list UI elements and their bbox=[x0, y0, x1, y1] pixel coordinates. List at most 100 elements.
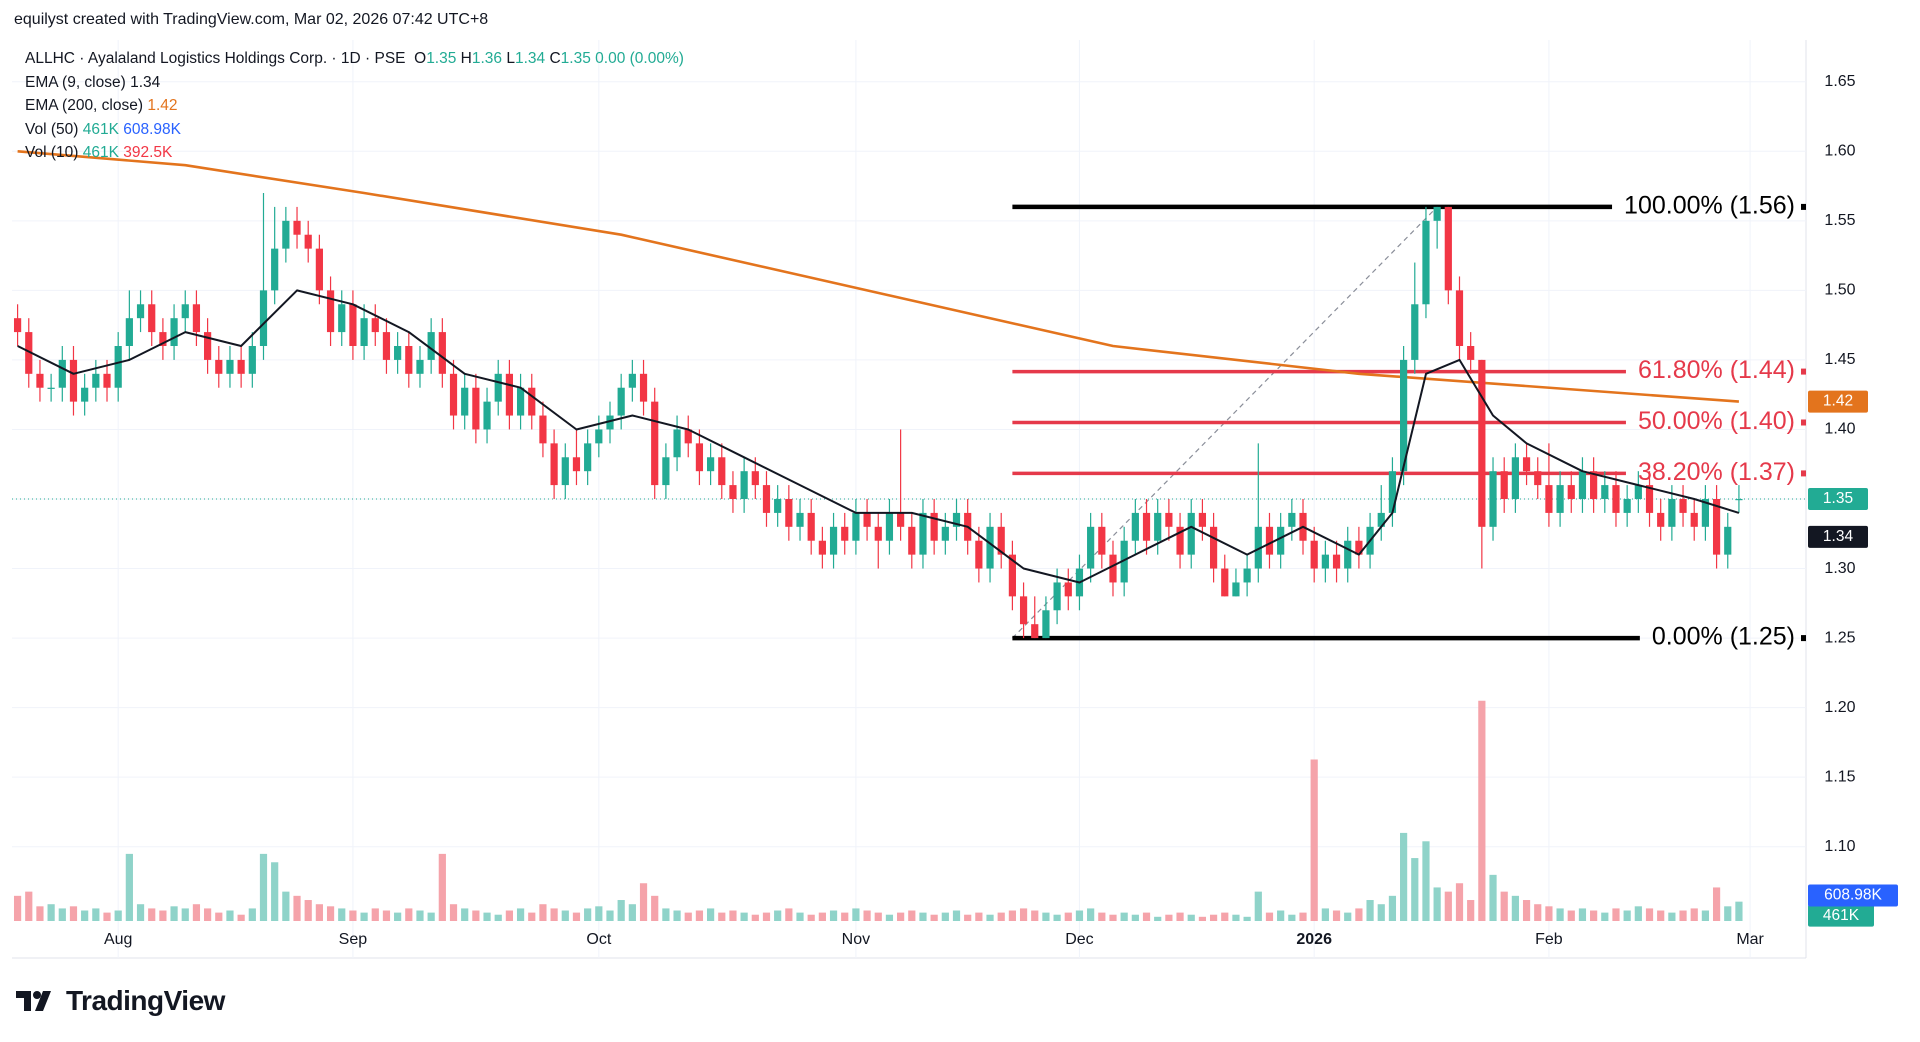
ema9-price-box-label: 1.34 bbox=[1823, 528, 1854, 545]
volume-bar bbox=[1444, 891, 1452, 921]
volume-bar bbox=[662, 908, 670, 921]
candle-body bbox=[1500, 471, 1508, 499]
candle-body bbox=[841, 526, 849, 541]
candle-body bbox=[1377, 512, 1385, 527]
y-tick-label: 1.50 bbox=[1824, 282, 1855, 299]
candle-body bbox=[416, 359, 424, 374]
candle-body bbox=[282, 220, 290, 249]
candle-body bbox=[1556, 485, 1564, 513]
volume-bar bbox=[964, 914, 972, 921]
candle-body bbox=[248, 346, 256, 374]
volume-bar bbox=[13, 895, 22, 921]
volume-bar bbox=[438, 853, 446, 921]
volume-bar bbox=[1556, 908, 1564, 921]
volume-bar bbox=[103, 912, 111, 921]
x-tick-label: Nov bbox=[842, 931, 870, 948]
volume-bar bbox=[1232, 914, 1240, 921]
volume-bar bbox=[237, 914, 245, 921]
candle-body bbox=[651, 401, 659, 486]
candle-body bbox=[494, 373, 502, 402]
volume-bar bbox=[829, 910, 838, 921]
candle-body bbox=[204, 332, 212, 360]
candle-body bbox=[1601, 485, 1609, 499]
volume-bar bbox=[1277, 910, 1285, 921]
fib-level-handle bbox=[1801, 419, 1806, 426]
candle-body bbox=[908, 526, 916, 555]
legend-quote: ALLHC · Ayalaland Logistics Holdings Cor… bbox=[25, 47, 684, 71]
candle-body bbox=[1310, 540, 1318, 569]
candle-body bbox=[394, 346, 402, 360]
y-tick-label: 1.40 bbox=[1824, 421, 1855, 438]
volume-bar bbox=[628, 904, 636, 921]
candle-body bbox=[684, 429, 692, 444]
x-tick-label: Aug bbox=[104, 931, 132, 948]
open-label: O bbox=[414, 50, 427, 67]
volume-bar bbox=[639, 883, 648, 921]
indicator-value: 461K bbox=[82, 144, 119, 162]
candle-body bbox=[997, 526, 1005, 555]
volume-bar bbox=[114, 910, 122, 921]
candle-body bbox=[897, 512, 905, 527]
volume-bar bbox=[25, 891, 33, 921]
candle-body bbox=[449, 373, 458, 416]
candle-body bbox=[58, 359, 66, 388]
candle-body bbox=[170, 318, 178, 346]
volume-bar bbox=[427, 912, 435, 921]
candle-body bbox=[438, 332, 446, 374]
indicator-name: EMA (9, close) bbox=[25, 73, 126, 91]
volume-bar bbox=[170, 906, 178, 921]
candle-body bbox=[606, 415, 614, 430]
candle-body bbox=[293, 220, 301, 235]
candle-body bbox=[360, 318, 368, 346]
x-tick-label: Dec bbox=[1065, 931, 1093, 948]
candle-body bbox=[1187, 512, 1195, 555]
candle-body bbox=[1221, 568, 1229, 597]
y-tick-label: 1.30 bbox=[1824, 560, 1855, 577]
candle-body bbox=[1411, 304, 1419, 360]
volume-bar bbox=[1265, 912, 1274, 921]
volume-bar bbox=[282, 891, 290, 921]
volume-bar bbox=[304, 900, 312, 921]
volume-bar bbox=[1690, 908, 1698, 921]
volume-bar bbox=[226, 910, 234, 921]
volume-bar bbox=[785, 908, 793, 921]
volume-bar bbox=[930, 914, 938, 921]
legend: ALLHC · Ayalaland Logistics Holdings Cor… bbox=[25, 47, 684, 165]
volume-bar bbox=[1455, 883, 1464, 921]
volume-bar bbox=[1701, 910, 1710, 921]
volume-box bbox=[1808, 904, 1874, 927]
volume-bar bbox=[952, 910, 961, 921]
candle-body bbox=[215, 359, 223, 374]
legend-vol10: Vol (10) 461K 392.5K bbox=[25, 141, 684, 165]
candle-body bbox=[159, 332, 167, 346]
candle-body bbox=[1612, 485, 1620, 513]
candle-body bbox=[941, 526, 949, 541]
volume-bar bbox=[1064, 912, 1072, 921]
candle-body bbox=[1265, 526, 1274, 555]
candle-body bbox=[762, 485, 771, 513]
symbol-title: ALLHC · Ayalaland Logistics Holdings Cor… bbox=[25, 50, 406, 67]
candle-body bbox=[1019, 596, 1028, 625]
volume-bar bbox=[684, 912, 692, 921]
last-price-box-label: 1.35 bbox=[1823, 490, 1853, 507]
volume-bar bbox=[349, 910, 357, 921]
indicator-name: Vol (50) bbox=[25, 120, 79, 138]
y-tick-label: 1.65 bbox=[1824, 73, 1855, 90]
candle-body bbox=[349, 304, 357, 346]
candle-body bbox=[483, 401, 491, 430]
brand-name: TradingView bbox=[66, 985, 225, 1016]
volume-bar bbox=[1221, 912, 1229, 921]
candle-body bbox=[1467, 346, 1475, 360]
candle-body bbox=[136, 304, 145, 319]
candle-body bbox=[103, 373, 111, 388]
candle-body bbox=[1522, 457, 1531, 472]
candle-body bbox=[572, 457, 581, 472]
fib-level-label: 100.00% (1.56) bbox=[1624, 192, 1795, 220]
volume-bar bbox=[975, 912, 983, 921]
candle-body bbox=[986, 526, 994, 569]
candle-body bbox=[1332, 554, 1341, 569]
candle-body bbox=[1243, 568, 1251, 583]
attribution: equilyst created with TradingView.com, M… bbox=[14, 11, 489, 28]
volume-ma-box-label: 608.98K bbox=[1824, 887, 1882, 904]
candle-body bbox=[315, 248, 323, 291]
